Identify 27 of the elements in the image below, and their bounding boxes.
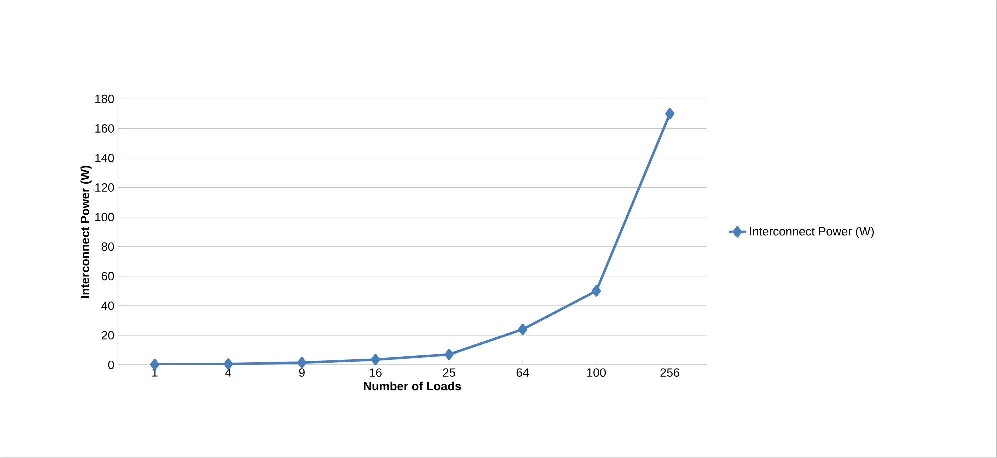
y-tick-label: 180 <box>96 94 114 104</box>
x-axis-title: Number of Loads <box>364 382 462 391</box>
y-tick-label: 80 <box>102 242 114 251</box>
x-tick-label: 16 <box>370 368 382 377</box>
point <box>666 108 675 120</box>
y-tick-label: 0 <box>108 360 114 370</box>
point <box>150 358 160 370</box>
x-tick-label: 25 <box>443 368 456 377</box>
y-tick-label: 140 <box>96 154 114 162</box>
point <box>224 358 234 370</box>
x-tick-label: 256 <box>660 368 680 377</box>
point <box>298 357 307 368</box>
y-tick-label: 40 <box>102 302 114 310</box>
point <box>592 285 602 297</box>
point <box>444 348 454 360</box>
y-tick-label: 160 <box>96 124 114 133</box>
y-tick-label: 120 <box>96 183 114 192</box>
legend-label: Interconnect Power (W) <box>750 226 874 238</box>
y-tick-label: 20 <box>102 331 114 340</box>
x-tick-label: 9 <box>299 368 305 377</box>
y-tick-label: 100 <box>96 213 114 222</box>
point <box>371 354 380 366</box>
point <box>518 324 528 336</box>
y-tick-label: 60 <box>102 272 114 281</box>
x-tick-label: 100 <box>587 368 606 377</box>
y-axis-title: Interconnect Power (W) <box>80 166 92 298</box>
x-tick-label: 64 <box>516 368 530 377</box>
